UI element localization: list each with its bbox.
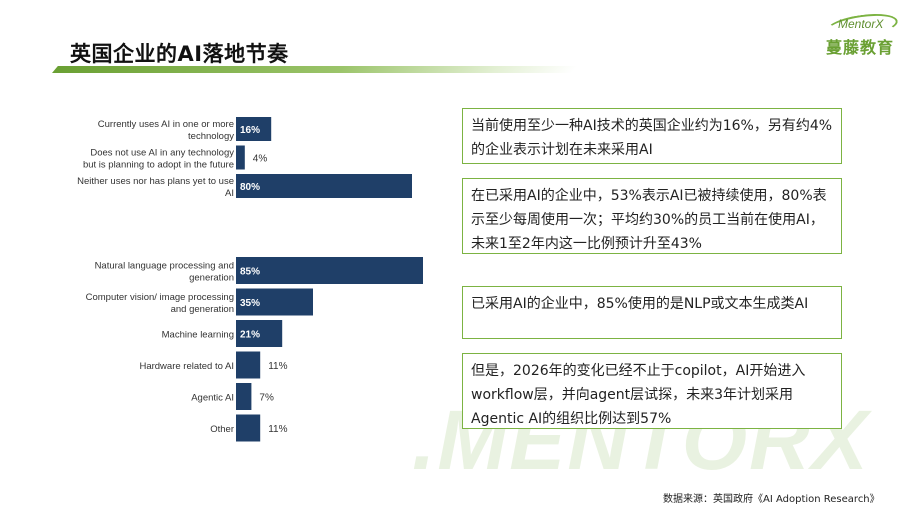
bar-2-2 [236,288,313,316]
chart-1: 16% Currently uses AI in one or moretechn… [77,117,412,199]
logo-wordmark: MentorX [838,17,884,31]
bar-value-label: 85% [240,267,260,278]
category-label: AI [225,188,234,199]
chart-2: 85% Natural language processing andgenera… [86,257,423,442]
bar-2-4 [236,351,261,379]
bar-value-label: 4% [253,154,268,165]
category-label: but is planning to adopt in the future [83,160,234,171]
category-label: Natural language processing and [95,261,234,272]
bar-1-2 [236,145,245,170]
bar-value-label: 21% [240,330,260,341]
logo-chinese-name: 蔓藤教育 [826,38,895,57]
mentorx-logo: MentorX 蔓藤教育 [820,10,905,58]
callout-3: 已采用AI的企业中，85%使用的是NLP或文本生成类AI [462,286,842,339]
callout-4: 但是，2026年的变化已经不止于copilot，AI开始进入workflow层，… [462,353,842,429]
category-label: generation [189,273,234,284]
category-label: Does not use AI in any technology [90,148,234,159]
category-label: and generation [171,304,234,315]
category-label: Currently uses AI in one or more [98,119,234,130]
category-label: Agentic AI [191,393,234,404]
callout-1: 当前使用至少一种AI技术的英国企业约为16%，另有约4%的企业表示计划在未来采用… [462,108,842,164]
category-label: Hardware related to AI [139,361,234,372]
source-note: 数据来源：英国政府《AI Adoption Research》 [663,494,880,505]
bar-value-label: 7% [259,393,274,404]
bar-value-label: 16% [240,125,260,136]
title-bar: 英国企业的AI落地节奏 [52,32,572,74]
category-label: Computer vision/ image processing [86,292,234,303]
category-label: Other [210,424,234,435]
category-label: Machine learning [162,330,234,341]
adoption-bar-charts: 16% Currently uses AI in one or moretechn… [77,117,423,442]
category-label: technology [188,131,234,142]
bar-value-label: 80% [240,182,260,193]
bar-2-6 [236,414,261,442]
category-label: Neither uses nor has plans yet to use [77,176,234,187]
bar-value-label: 35% [240,298,260,309]
bar-2-5 [236,383,252,410]
page-title: 英国企业的AI落地节奏 [70,42,289,66]
bar-value-label: 11% [268,361,287,372]
callout-2: 在已采用AI的企业中，53%表示AI已被持续使用，80%表示至少每周使用一次；平… [462,178,842,254]
bar-1-1 [236,117,272,141]
bar-2-1 [236,257,423,284]
bar-value-label: 11% [268,424,287,435]
bar-1-3 [236,174,412,198]
bar-2-3 [236,320,283,347]
